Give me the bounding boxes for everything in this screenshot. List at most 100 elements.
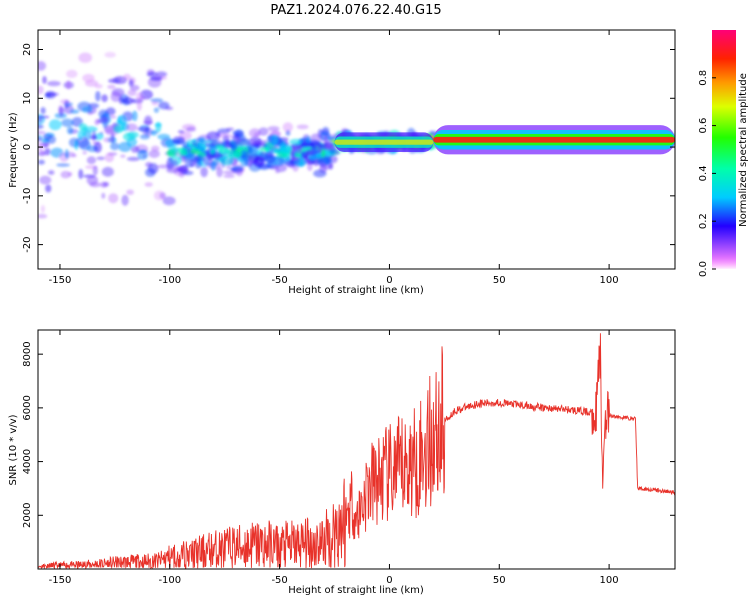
- snr-ticks: -150 -100 -50 0 50 100 2000 4000 6000 8000: [22, 330, 675, 586]
- spectrogram-cell: [89, 181, 101, 188]
- spectrogram-cell: [95, 90, 101, 102]
- spectrogram-cell: [177, 129, 185, 134]
- spectrogram-cell: [230, 140, 239, 152]
- colorbar-tick-label: 0.8: [698, 70, 709, 86]
- spectrogram-cell: [97, 117, 111, 124]
- snr-panel: -150 -100 -50 0 50 100 2000 4000 6000 8000 Height…: [8, 329, 676, 596]
- spectrogram-cell: [120, 154, 126, 158]
- spectrogram-cell: [66, 80, 71, 90]
- spectrogram-cell: [139, 134, 150, 140]
- spectrogram-xtick-label: 100: [600, 275, 619, 286]
- spectrogram-cell: [82, 151, 87, 155]
- spectrogram-cell: [86, 156, 97, 165]
- spectrogram-cell: [177, 147, 188, 156]
- spectrogram-cell: [58, 106, 65, 117]
- spectrogram-cell: [45, 184, 52, 193]
- spectrogram-cell: [296, 124, 309, 130]
- spectrogram-cell: [48, 119, 62, 131]
- spectrogram-cell: [71, 116, 83, 127]
- spectrogram-cell: [168, 149, 178, 157]
- spectrogram-cell: [151, 101, 158, 106]
- spectrogram-cell: [170, 159, 178, 167]
- spectrogram-cell: [239, 157, 249, 167]
- spectrogram-cell: [176, 165, 188, 172]
- colorbar-tick-label: 0.6: [698, 118, 709, 134]
- spectrogram-cell: [223, 170, 237, 175]
- spectrogram-ytick-label: -10: [22, 188, 33, 204]
- spectrogram-cell: [137, 149, 149, 160]
- spectrogram-cell: [248, 136, 262, 147]
- colorbar: 0.0 0.2 0.4 0.6 0.8 Normalized spectral ampl…: [698, 30, 749, 277]
- spectrogram-ylabel: Frequency (Hz): [8, 112, 19, 188]
- spectrogram-cell: [85, 126, 98, 133]
- snr-xtick-label: -150: [49, 575, 72, 586]
- colorbar-tick-label: 0.2: [698, 213, 709, 229]
- spectrogram-cell: [326, 155, 338, 164]
- spectrogram-cell: [155, 121, 162, 133]
- spectrogram-cell: [38, 159, 45, 165]
- snr-ytick-label: 8000: [22, 341, 33, 366]
- spectrogram-cell: [78, 169, 84, 180]
- snr-xlabel: Height of straight line (km): [288, 585, 424, 596]
- spectrogram-ytick-label: 10: [22, 92, 33, 105]
- spectrogram-cell: [210, 152, 224, 159]
- spectrogram-cell: [186, 142, 192, 148]
- spectrogram-cell: [126, 123, 138, 132]
- spectrogram-cell: [82, 106, 93, 114]
- spectrogram-cell: [147, 163, 159, 174]
- spectrogram-cell: [148, 149, 160, 158]
- spectrogram-cell: [66, 69, 78, 79]
- spectrogram-cell: [46, 135, 56, 144]
- colorbar-tick-label: 0.0: [698, 261, 709, 277]
- spectrogram-cell: [321, 149, 326, 159]
- spectrogram-cell: [121, 194, 129, 206]
- spectrogram-cell: [122, 96, 134, 105]
- spectrogram-cell: [226, 164, 231, 170]
- spectrogram-cell: [158, 101, 170, 110]
- spectrogram-cell: [204, 142, 216, 148]
- spectrogram-ytick-label: -20: [22, 236, 33, 252]
- spectrogram-cell: [127, 131, 139, 139]
- spectrogram-cell: [279, 145, 291, 154]
- spectrogram-cell: [64, 149, 69, 159]
- spectrogram-cell: [305, 136, 311, 144]
- spectrogram-cell: [128, 79, 134, 87]
- spectrogram-cell: [82, 73, 95, 83]
- spectrogram-cell: [38, 115, 50, 119]
- spectrogram-cell: [96, 156, 106, 161]
- spectrogram-cell: [78, 52, 93, 63]
- spectrogram-cell: [216, 166, 223, 178]
- spectrogram-xtick-label: -100: [158, 275, 181, 286]
- snr-xtick-label: 100: [600, 575, 619, 586]
- spectrogram-cell: [305, 148, 318, 156]
- spectrogram-cell: [71, 153, 77, 158]
- spectrogram-cell: [284, 159, 296, 167]
- spectrogram-xtick-label: -150: [49, 275, 72, 286]
- spectrogram-cell: [101, 166, 114, 177]
- spectrogram-cell: [235, 168, 243, 177]
- spectrogram-cell: [221, 141, 233, 148]
- colorbar-gradient: [712, 30, 736, 269]
- spectrogram-xtick-label: 0: [386, 275, 392, 286]
- spectrogram-cell: [100, 181, 108, 188]
- spectrogram-cell: [239, 149, 250, 156]
- snr-xtick-label: 50: [493, 575, 506, 586]
- spectrogram-cell: [108, 115, 117, 119]
- spectrogram-ytick-label: 20: [22, 43, 33, 56]
- spectrogram-cell: [136, 100, 142, 111]
- spectrogram-cell: [123, 73, 131, 81]
- spectrogram-cell: [47, 170, 55, 175]
- spectrogram-cell: [198, 136, 206, 142]
- spectrogram-cell: [153, 107, 160, 113]
- spectrogram-cell: [77, 130, 84, 141]
- spectrogram-cell: [38, 137, 43, 142]
- spectrogram-cell: [110, 91, 122, 102]
- spectrogram-cell: [219, 155, 234, 166]
- spectrogram-cell: [126, 156, 140, 161]
- spectrogram-cell: [313, 169, 327, 178]
- snr-xtick-label: -50: [271, 575, 287, 586]
- spectrogram-ytick-label: 0: [22, 144, 33, 150]
- spectrogram-cell: [298, 138, 305, 143]
